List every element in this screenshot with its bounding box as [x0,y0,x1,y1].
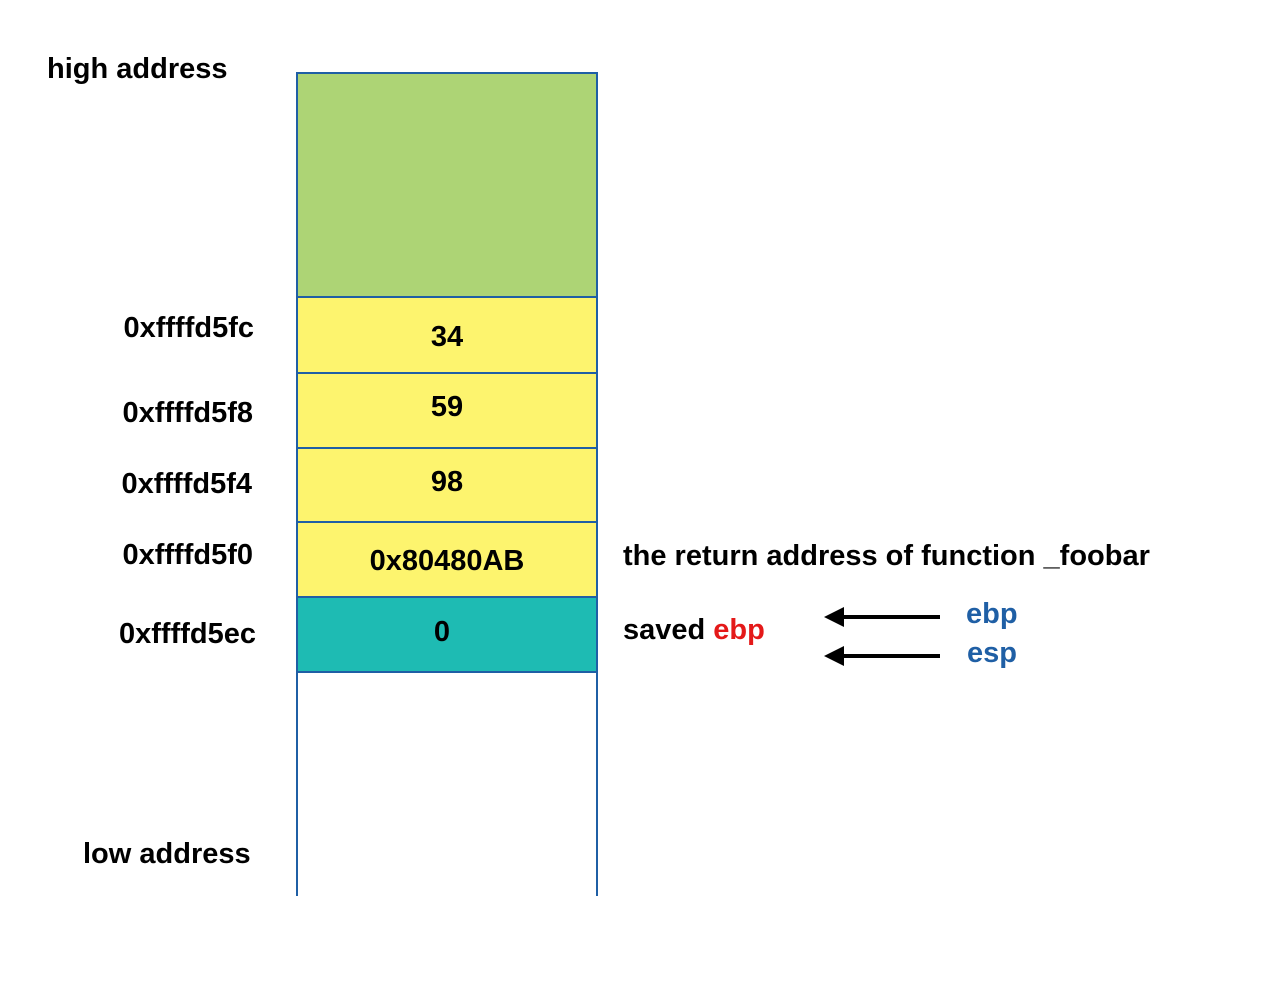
address-label-4: 0xffffd5ec [119,618,256,650]
ebp-register-label: ebp [966,598,1018,630]
address-label-2: 0xffffd5f4 [121,468,252,500]
saved-register-name: ebp [713,614,765,646]
stack-cell-value: 0 [433,616,451,648]
caller-frame-block [298,74,596,298]
stack-cell-value: 34 [430,320,464,353]
stack-cell-1: 59 [298,374,596,449]
address-label-1: 0xffffd5f8 [122,397,253,429]
ebp-arrow [824,607,940,627]
saved-ebp-annotation: saved ebp [623,613,765,647]
esp-register-label: esp [967,637,1017,669]
address-label-0: 0xffffd5fc [123,312,254,344]
stack-cell-0: 34 [298,298,596,374]
stack-cell-3: 0x80480AB [298,523,596,598]
address-label-3: 0xffffd5f0 [122,539,253,571]
esp-arrow [824,646,940,666]
stack-cell-value: 0x80480AB [369,545,525,577]
stack-cell-value: 98 [430,465,464,498]
low-address-label: low address [83,838,251,870]
stack-cell-2: 98 [298,449,596,523]
stack-cell-value: 59 [430,391,464,423]
saved-text: saved [623,614,706,646]
return-address-annotation: the return address of function _foobar [623,540,1150,572]
stack-column: 34 59 98 0x80480AB 0 [296,72,598,896]
stack-cell-4: 0 [298,598,596,673]
high-address-label: high address [47,53,228,85]
